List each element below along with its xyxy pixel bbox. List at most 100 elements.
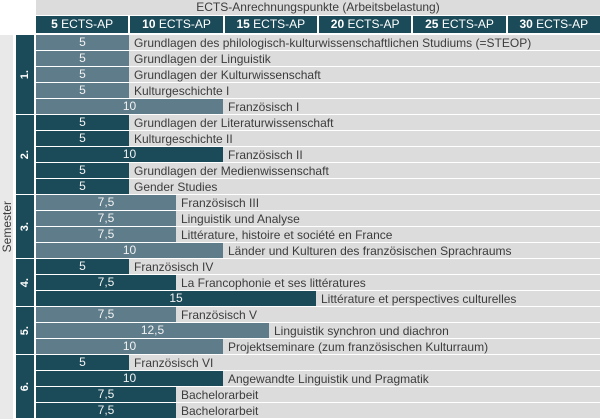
course-row: 5 Französisch IV [36,259,600,274]
ects-bar: 5 [36,51,129,66]
ects-bar: 10 [36,371,223,386]
ects-bar: 5 [36,163,129,178]
course-label: Angewandte Linguistik und Pragmatik [228,371,429,386]
semester-axis: Semester [0,35,14,419]
semester-axis-label: Semester [0,201,14,253]
course-row: 7,5 Französisch III [36,195,600,210]
course-label: Bachelorarbeit [181,403,259,418]
course-label: Gender Studies [134,179,218,194]
ects-value: 10 [122,371,137,385]
course-row: 10 Französisch I [36,99,600,114]
ects-bar: 10 [36,99,223,114]
ects-bar: 10 [36,339,223,354]
ects-value: 5 [79,163,86,177]
ects-value: 5 [79,67,86,81]
ects-value: 5 [79,131,86,145]
course-label: Französisch I [228,99,300,114]
semester-number-box: 4. [16,259,34,306]
ects-bar: 5 [36,83,129,98]
course-label: Littérature et perspectives culturelles [321,291,517,306]
course-label: Projektseminare (zum französischen Kultu… [228,339,489,354]
ects-bar: 5 [36,131,129,146]
course-row: 10 Französisch II [36,147,600,162]
course-row: 7,5 Französisch V [36,307,600,322]
semester-number-box: 1. [16,35,34,114]
chart-title: ECTS-Anrechnungspunkte (Arbeitsbelastung… [36,0,600,15]
ects-bar: 15 [36,291,316,306]
course-row: 10 Länder und Kulturen des französischen… [36,243,600,258]
course-row: 7,5 Linguistik und Analyse [36,211,600,226]
ects-bar: 7,5 [36,195,176,210]
course-label: Französisch V [181,307,258,322]
course-row: 7,5 La Francophonie et ses littératures [36,275,600,290]
course-label: Französisch VI [134,355,214,370]
course-row: 5 Französisch VI [36,355,600,370]
course-row: 5 Grundlagen des philologisch-kulturwiss… [36,35,600,50]
course-rows: 5 Grundlagen des philologisch-kulturwiss… [36,35,600,115]
course-label: Linguistik und Analyse [181,211,300,226]
course-row: 5 Gender Studies [36,179,600,194]
ects-bar: 7,5 [36,211,176,226]
ects-value: 5 [79,179,86,193]
course-row: 5 Kulturgeschichte I [36,83,600,98]
chart-body: Semester 1. 5 Grundlagen des philologisc… [0,35,600,419]
ects-value: 5 [79,259,86,273]
ects-column-header: 15 ECTS-AP [224,16,317,33]
semester-group: 4. 5 Französisch IV 7,5 La Francophonie … [16,259,600,307]
course-row: 5 Grundlagen der Literaturwissenschaft [36,115,600,130]
ects-bar: 12,5 [36,323,269,338]
ects-value: 5 [79,51,86,65]
course-row: 10 Projektseminare (zum französischen Ku… [36,339,600,354]
ects-column-header: 10 ECTS-AP [130,16,223,33]
course-row: 7,5 Bachelorarbeit [36,403,600,418]
semester-number-label: 6. [19,381,31,392]
ects-bar: 5 [36,355,129,370]
ects-bar: 7,5 [36,275,176,290]
course-row: 7,5 Bachelorarbeit [36,387,600,402]
ects-bar: 7,5 [36,307,176,322]
course-label: Kulturgeschichte II [134,131,233,146]
ects-column-header: 5 ECTS-AP [36,16,129,33]
course-label: Linguistik synchron und diachron [274,323,449,338]
ects-value: 10 [122,243,137,257]
course-label: Littérature, histoire et société en Fran… [181,227,393,242]
ects-value: 5 [79,35,86,49]
ects-column-header: 20 ECTS-AP [318,16,412,33]
course-row: 5 Grundlagen der Kulturwissenschaft [36,67,600,82]
semester-groups: 1. 5 Grundlagen des philologisch-kulturw… [16,35,600,419]
ects-bar: 7,5 [36,403,176,418]
course-label: Länder und Kulturen des französischen Sp… [228,243,512,258]
course-label: Grundlagen der Literaturwissenschaft [134,115,334,130]
course-label: Bachelorarbeit [181,387,259,402]
ects-value: 7,5 [97,211,115,225]
semester-number-label: 2. [19,149,31,160]
course-label: Französisch III [181,195,260,210]
course-row: 7,5 Littérature, histoire et société en … [36,227,600,242]
ects-bar: 10 [36,243,223,258]
semester-group: 3. 7,5 Französisch III 7,5 Linguistik un… [16,195,600,259]
course-label: Französisch IV [134,259,214,274]
ects-bar: 5 [36,179,129,194]
course-row: 10 Angewandte Linguistik und Pragmatik [36,371,600,386]
ects-value: 7,5 [97,195,115,209]
semester-number-label: 4. [19,277,31,288]
course-label: Grundlagen der Linguistik [134,51,271,66]
course-rows: 5 Französisch IV 7,5 La Francophonie et … [36,259,600,307]
course-label: La Francophonie et ses littératures [181,275,366,290]
ects-bar: 10 [36,147,223,162]
semester-number-box: 5. [16,307,34,354]
ects-value: 7,5 [97,307,115,321]
ects-value: 7,5 [97,275,115,289]
course-label: Französisch II [228,147,303,162]
course-label: Grundlagen des philologisch-kulturwissen… [134,35,532,50]
semester-group: 5. 7,5 Französisch V 12,5 Linguistik syn… [16,307,600,355]
course-row: 5 Kulturgeschichte II [36,131,600,146]
ects-bar: 5 [36,67,129,82]
ects-column-headers: 5 ECTS-AP 10 ECTS-AP 15 ECTS-AP 20 ECTS-… [36,16,600,33]
ects-value: 10 [122,99,137,113]
semester-number-box: 2. [16,115,34,194]
ects-value: 15 [169,291,183,305]
semester-group: 2. 5 Grundlagen der Literaturwissenschaf… [16,115,600,195]
ects-column-header: 25 ECTS-AP [413,16,506,33]
